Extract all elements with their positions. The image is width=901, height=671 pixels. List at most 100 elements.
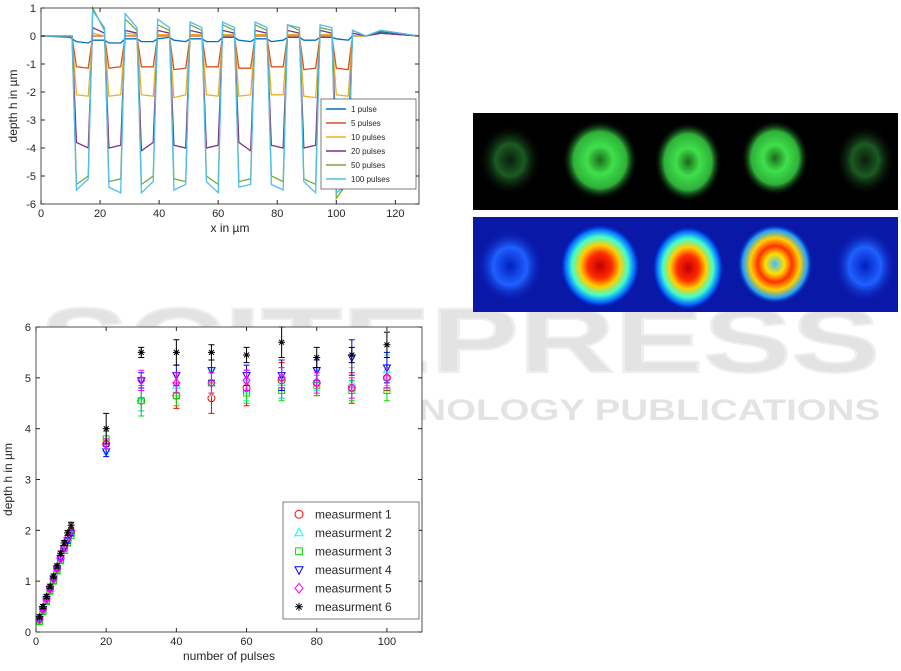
marker [278, 338, 286, 346]
axes-box [40, 7, 420, 205]
x-tick-label: 40 [153, 208, 165, 220]
marker [207, 367, 216, 376]
y-tick-label: 0 [30, 31, 36, 43]
legend-box [282, 501, 420, 620]
marker [382, 372, 392, 383]
legend-label: measurment 6 [315, 600, 392, 614]
marker [243, 351, 251, 359]
marker [242, 375, 251, 386]
x-axis-label: number of pulses [183, 649, 275, 663]
spot [654, 122, 722, 202]
spot [562, 120, 638, 200]
marker [382, 364, 392, 373]
marker [102, 425, 110, 433]
y-tick-label: 0 [25, 627, 31, 639]
legend-swatch [294, 582, 304, 594]
marker [59, 543, 69, 554]
y-axis-label: depth h in µm [6, 70, 20, 143]
legend-box [320, 98, 417, 190]
x-tick-label: 80 [311, 636, 323, 648]
marker [172, 348, 180, 356]
y-tick-label: -3 [26, 115, 36, 127]
marker [313, 381, 321, 389]
error-bar [173, 372, 180, 394]
chart: 0 20 40 60 80 100 120 -6 -5 -4 -3 -2 -1 0 1 x in µm dept… [6, 3, 420, 235]
y-tick-label: -6 [26, 199, 36, 211]
marker [66, 525, 76, 536]
marker [63, 532, 72, 543]
marker [46, 582, 54, 590]
marker [56, 553, 65, 564]
x-tick-label: 40 [170, 636, 182, 648]
marker [64, 529, 72, 537]
marker [53, 562, 61, 570]
marker [38, 604, 48, 615]
legend-label: 1 pulse [351, 105, 377, 114]
spot [476, 228, 544, 304]
spot [741, 120, 809, 196]
marker [172, 377, 181, 388]
marker [137, 348, 145, 356]
data-line [41, 32, 420, 71]
marker [50, 572, 58, 580]
y-tick-label: 5 [25, 373, 31, 385]
error-bar [278, 367, 285, 389]
marker [43, 592, 51, 600]
legend-label: measurment 2 [315, 526, 392, 540]
error-bar [243, 369, 250, 392]
x-tick-label: 100 [378, 636, 396, 648]
marker [313, 354, 321, 361]
y-tick-label: -5 [26, 171, 36, 183]
legend-label: 5 pulses [351, 119, 381, 128]
marker [312, 377, 321, 388]
y-tick-label: 1 [30, 3, 36, 15]
y-tick-label: 1 [25, 576, 31, 588]
green-image [473, 113, 898, 210]
marker [52, 563, 62, 574]
legend-swatch [295, 602, 303, 611]
x-axis-label: x in µm [211, 221, 250, 235]
legend-swatch [294, 527, 304, 537]
y-tick-label: 6 [25, 322, 31, 334]
marker [57, 557, 65, 565]
error-bar [138, 369, 145, 392]
legend: 1 pulse 5 pulses 10 pulses 20 pulses 50 puls… [320, 98, 417, 190]
marker [45, 583, 55, 594]
spot [652, 226, 724, 310]
legend-label: 10 pulses [351, 133, 385, 142]
legend-label: measurment 4 [315, 563, 392, 577]
error-bar [348, 377, 355, 399]
x-tick-label: 120 [386, 208, 404, 220]
legend-label: measurment 3 [315, 544, 392, 558]
spot [560, 224, 640, 308]
marker [277, 372, 286, 383]
error-bar [313, 372, 320, 394]
error-bar [383, 367, 390, 389]
x-tick-label: 60 [212, 208, 224, 220]
y-tick-label: -2 [26, 87, 36, 99]
marker [102, 438, 111, 449]
marker [383, 341, 391, 349]
marker [348, 351, 356, 359]
legend-swatch [294, 566, 304, 576]
y-tick-label: -1 [26, 59, 36, 71]
marker [137, 397, 145, 405]
marker [347, 383, 356, 393]
marker [102, 435, 110, 443]
x-tick-label: 100 [327, 208, 345, 220]
marker [207, 377, 216, 388]
marker [67, 521, 75, 529]
spot [833, 228, 897, 304]
legend-label: 50 pulses [351, 161, 385, 170]
marker [42, 593, 51, 604]
colormap-image [473, 217, 898, 312]
y-tick-label: 3 [25, 475, 31, 487]
legend-label: 100 pulses [351, 175, 390, 184]
legend-label: measurment 5 [315, 581, 392, 595]
x-tick-label: 20 [100, 636, 112, 648]
data-line [41, 32, 420, 99]
y-tick-label: -4 [26, 143, 36, 155]
marker [35, 614, 44, 625]
